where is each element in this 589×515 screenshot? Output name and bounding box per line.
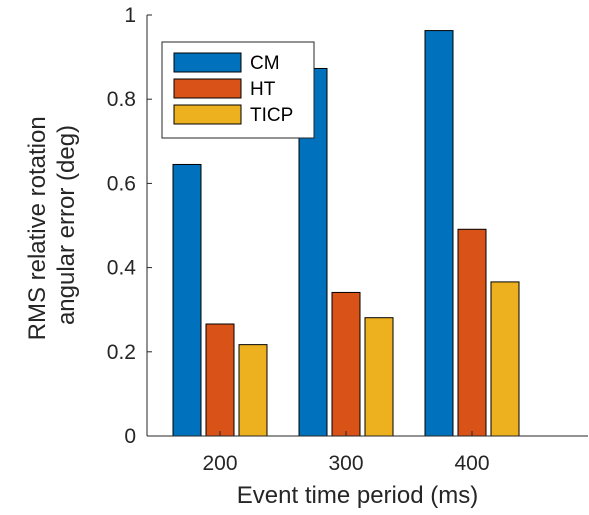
legend: CM HT TICP <box>161 41 315 139</box>
x-tick-label: 200 <box>202 452 237 475</box>
x-axis-title: Event time period (ms) <box>237 482 478 509</box>
y-tick-label: 0.4 <box>107 257 137 280</box>
bar-cm-400 <box>424 30 454 437</box>
legend-label-cm: CM <box>250 53 280 74</box>
y-axis-title-line-1: RMS relative rotation <box>24 116 51 340</box>
bar-ht-300 <box>331 291 361 437</box>
y-tick-label: 0.6 <box>107 172 136 195</box>
bar-ticp-300 <box>364 317 394 437</box>
y-axis-title: RMS relative rotation angular error (deg… <box>24 110 80 341</box>
bar-ticp-400 <box>490 281 520 437</box>
legend-label-ht: HT <box>250 79 276 100</box>
y-tick-label: 1 <box>124 4 136 27</box>
tick-labels-layer: 0 0.2 0.4 0.6 0.8 1 200 300 400 <box>107 4 490 475</box>
y-tick-label: 0.2 <box>107 341 136 364</box>
y-tick-label: 0.8 <box>107 88 136 111</box>
bar-ht-200 <box>205 323 235 437</box>
legend-swatch-cm <box>173 52 242 73</box>
y-tick-label: 0 <box>124 425 136 448</box>
bar-cm-200 <box>172 163 202 437</box>
legend-swatch-ticp <box>173 104 242 125</box>
legend-label-ticp: TICP <box>250 105 293 126</box>
y-axis-title-line-2: angular error (deg) <box>53 125 80 325</box>
legend-swatch-ht <box>173 78 242 99</box>
bars-layer <box>172 30 520 437</box>
x-tick-label: 300 <box>328 452 363 475</box>
bar-ht-400 <box>457 228 487 437</box>
axes-layer <box>146 14 588 437</box>
bar-ticp-200 <box>238 344 268 437</box>
x-tick-label: 400 <box>454 452 489 475</box>
